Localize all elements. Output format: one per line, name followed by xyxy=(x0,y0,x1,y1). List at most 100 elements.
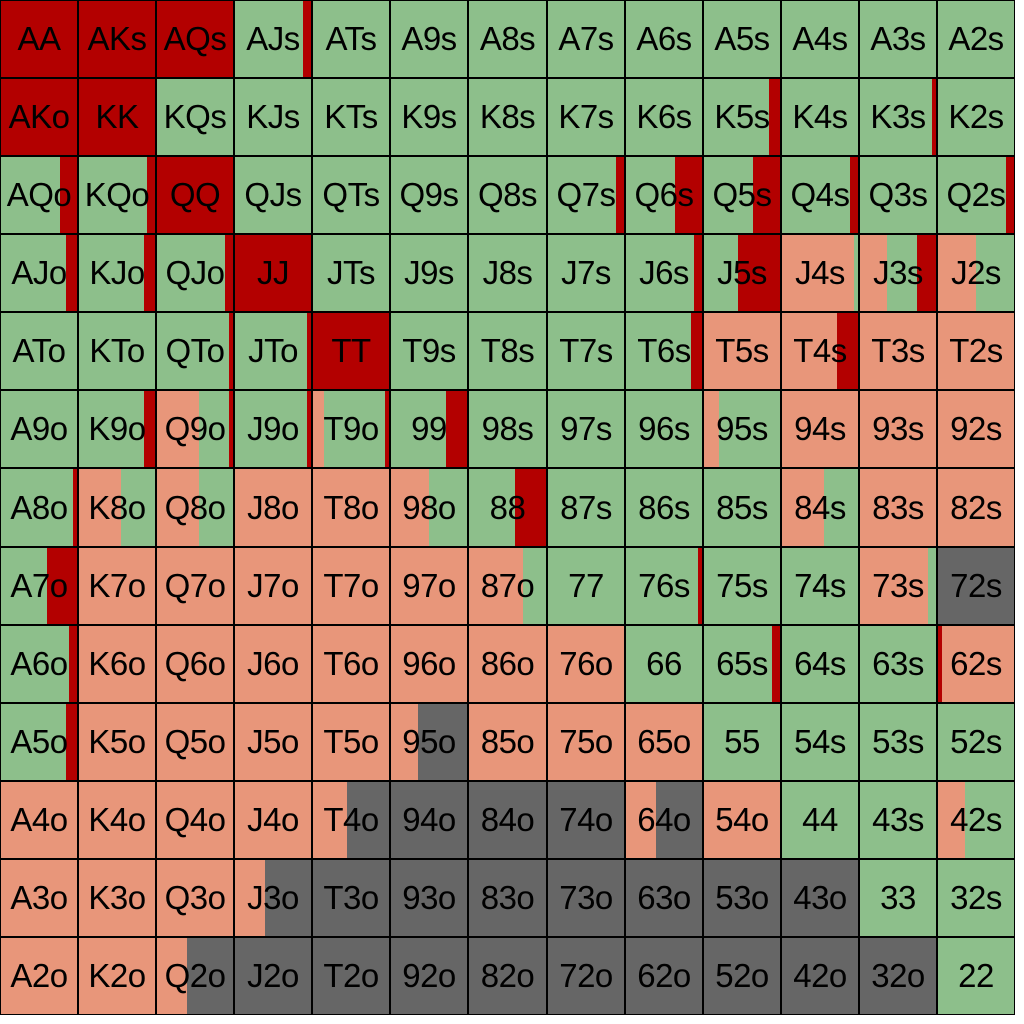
hand-cell: 74s xyxy=(781,547,859,625)
hand-label: J8o xyxy=(247,488,299,526)
strategy-segment-fold xyxy=(860,548,929,624)
strategy-segment-call xyxy=(79,313,155,389)
hand-cell: 42o xyxy=(781,937,859,1015)
hand-cell: 88 xyxy=(468,468,547,547)
hand-cell: J4o xyxy=(234,781,312,859)
strategy-segment-fold xyxy=(391,704,418,780)
hand-label: 97s xyxy=(560,410,612,447)
strategy-segment-call xyxy=(704,1,780,77)
hand-label: K4o xyxy=(88,801,146,838)
hand-cell: 83o xyxy=(468,859,547,937)
hand-cell: 75s xyxy=(703,547,781,625)
hand-label: T9o xyxy=(323,410,379,447)
hand-label: J3o xyxy=(247,879,299,916)
hand-label: J8s xyxy=(482,254,533,291)
hand-cell: Q3s xyxy=(859,156,937,234)
strategy-segment-call xyxy=(548,79,624,155)
strategy-segment-call xyxy=(391,235,467,311)
hand-label: 77 xyxy=(568,567,604,604)
strategy-segment-fold xyxy=(157,860,233,936)
strategy-segment-raise xyxy=(753,157,780,233)
hand-cell: A9s xyxy=(390,0,468,78)
strategy-segment-call xyxy=(782,782,858,858)
strategy-segment-unused xyxy=(417,704,467,780)
hand-label: A4s xyxy=(792,20,848,57)
strategy-segment-call xyxy=(157,235,226,311)
hand-cell: T8o xyxy=(312,468,390,547)
hand-cell: 98s xyxy=(468,390,547,468)
strategy-segment-raise xyxy=(616,157,624,233)
hand-cell: K6s xyxy=(625,78,703,156)
hand-label: K2o xyxy=(88,957,146,994)
strategy-segment-call xyxy=(782,79,858,155)
strategy-segment-call xyxy=(938,1,1014,77)
strategy-segment-call xyxy=(704,626,773,702)
hand-label: Q7s xyxy=(556,176,616,213)
strategy-segment-fold xyxy=(782,469,824,546)
hand-label: 73o xyxy=(559,879,613,916)
hand-cell: J6o xyxy=(234,625,312,703)
strategy-segment-call xyxy=(626,626,702,702)
hand-cell: KQs xyxy=(156,78,234,156)
hand-label: T4s xyxy=(793,332,847,369)
hand-label: 32o xyxy=(871,957,925,994)
hand-cell: J4s xyxy=(781,234,859,312)
hand-cell: Q6o xyxy=(156,625,234,703)
strategy-segment-unused xyxy=(548,938,624,1014)
hand-cell: Q7o xyxy=(156,547,234,625)
hand-cell: 92s xyxy=(937,390,1015,468)
strategy-segment-call xyxy=(704,157,754,233)
hand-cell: QTs xyxy=(312,156,390,234)
strategy-segment-unused xyxy=(548,782,624,858)
strategy-segment-fold xyxy=(860,469,936,546)
hand-cell: 32s xyxy=(937,859,1015,937)
strategy-segment-raise xyxy=(79,79,155,155)
strategy-segment-call xyxy=(782,704,858,780)
strategy-segment-fold xyxy=(626,782,657,858)
strategy-segment-unused xyxy=(704,938,780,1014)
hand-cell: 63o xyxy=(625,859,703,937)
hand-cell: T3s xyxy=(859,312,937,390)
hand-label: T8o xyxy=(323,488,379,526)
strategy-segment-call xyxy=(235,1,304,77)
strategy-segment-fold xyxy=(79,469,121,546)
strategy-segment-fold xyxy=(1,860,77,936)
hand-label: 83s xyxy=(872,488,924,526)
hand-cell: TT xyxy=(312,312,390,390)
strategy-segment-call xyxy=(704,704,780,780)
hand-cell: J3o xyxy=(234,859,312,937)
hand-cell: 93o xyxy=(390,859,468,937)
hand-cell: K5o xyxy=(78,703,156,781)
hand-label: 72o xyxy=(559,957,613,994)
hand-label: 55 xyxy=(724,723,760,760)
hand-cell: 83s xyxy=(859,468,937,547)
strategy-segment-fold xyxy=(157,469,199,546)
hand-label: 96o xyxy=(402,645,456,682)
hand-cell: 76o xyxy=(547,625,625,703)
strategy-segment-call xyxy=(313,157,389,233)
strategy-segment-raise xyxy=(46,548,77,624)
hand-label: 66 xyxy=(646,645,682,682)
hand-label: K8o xyxy=(88,488,146,526)
hand-label: K5o xyxy=(88,723,146,760)
hand-label: 99 xyxy=(411,410,447,447)
hand-label: A3s xyxy=(870,20,926,57)
hand-cell: J9s xyxy=(390,234,468,312)
strategy-segment-call xyxy=(469,469,516,546)
hand-label: AQo xyxy=(6,176,72,213)
hand-cell: 66 xyxy=(625,625,703,703)
strategy-segment-raise xyxy=(769,79,780,155)
hand-label: AKs xyxy=(87,20,147,57)
strategy-segment-unused xyxy=(469,782,546,858)
hand-label: Q6o xyxy=(164,645,226,682)
hand-cell: A7s xyxy=(547,0,625,78)
hand-cell: Q9o xyxy=(156,390,234,468)
hand-label: 43o xyxy=(793,879,847,916)
hand-label: T9s xyxy=(402,332,456,369)
hand-cell: 52o xyxy=(703,937,781,1015)
strategy-segment-call xyxy=(938,79,1014,155)
strategy-segment-fold xyxy=(860,391,936,467)
strategy-segment-fold xyxy=(79,704,155,780)
hand-label: 72s xyxy=(950,567,1002,604)
strategy-segment-raise xyxy=(157,1,233,77)
